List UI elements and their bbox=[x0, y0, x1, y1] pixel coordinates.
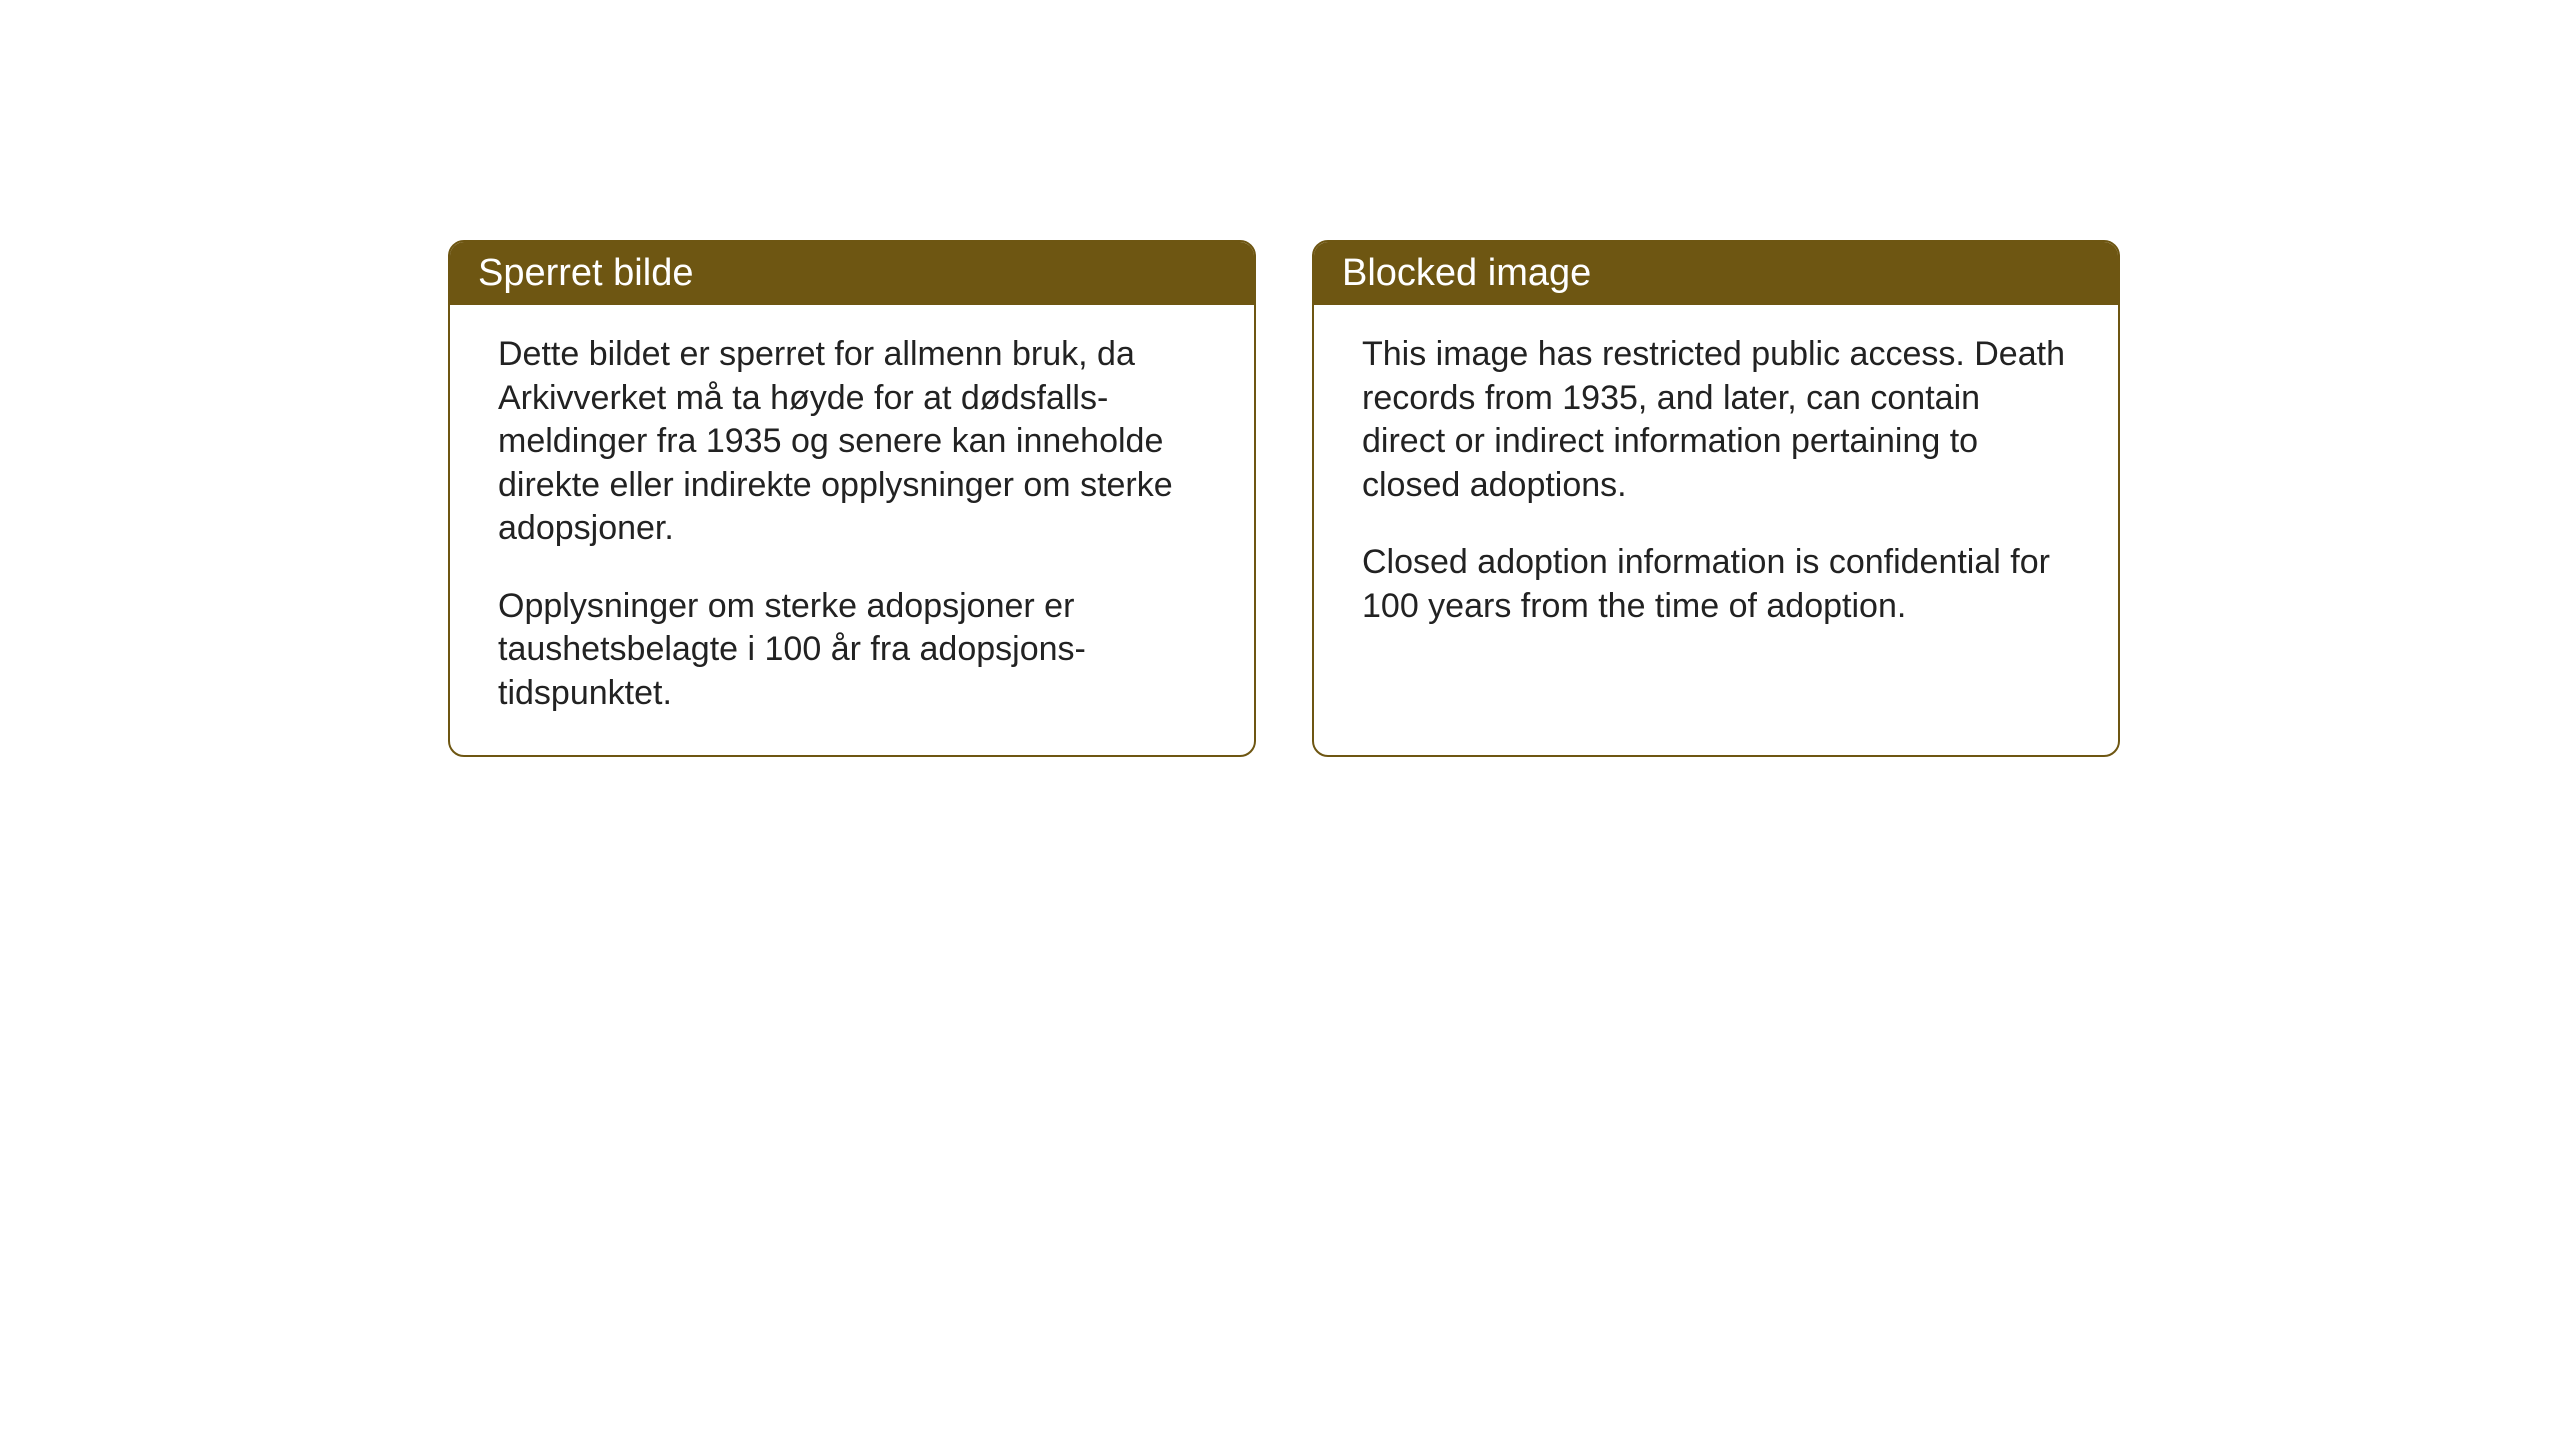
card-header-norwegian: Sperret bilde bbox=[450, 242, 1254, 305]
card-paragraph: Dette bildet er sperret for allmenn bruk… bbox=[498, 333, 1206, 551]
card-paragraph: Opplysninger om sterke adopsjoner er tau… bbox=[498, 585, 1206, 716]
notice-cards-container: Sperret bilde Dette bildet er sperret fo… bbox=[448, 240, 2120, 757]
card-paragraph: Closed adoption information is confident… bbox=[1362, 541, 2070, 628]
card-title: Blocked image bbox=[1342, 252, 1591, 294]
notice-card-norwegian: Sperret bilde Dette bildet er sperret fo… bbox=[448, 240, 1256, 757]
card-body-english: This image has restricted public access.… bbox=[1314, 305, 2118, 668]
card-paragraph: This image has restricted public access.… bbox=[1362, 333, 2070, 507]
notice-card-english: Blocked image This image has restricted … bbox=[1312, 240, 2120, 757]
card-title: Sperret bilde bbox=[478, 252, 693, 294]
card-body-norwegian: Dette bildet er sperret for allmenn bruk… bbox=[450, 305, 1254, 755]
card-header-english: Blocked image bbox=[1314, 242, 2118, 305]
